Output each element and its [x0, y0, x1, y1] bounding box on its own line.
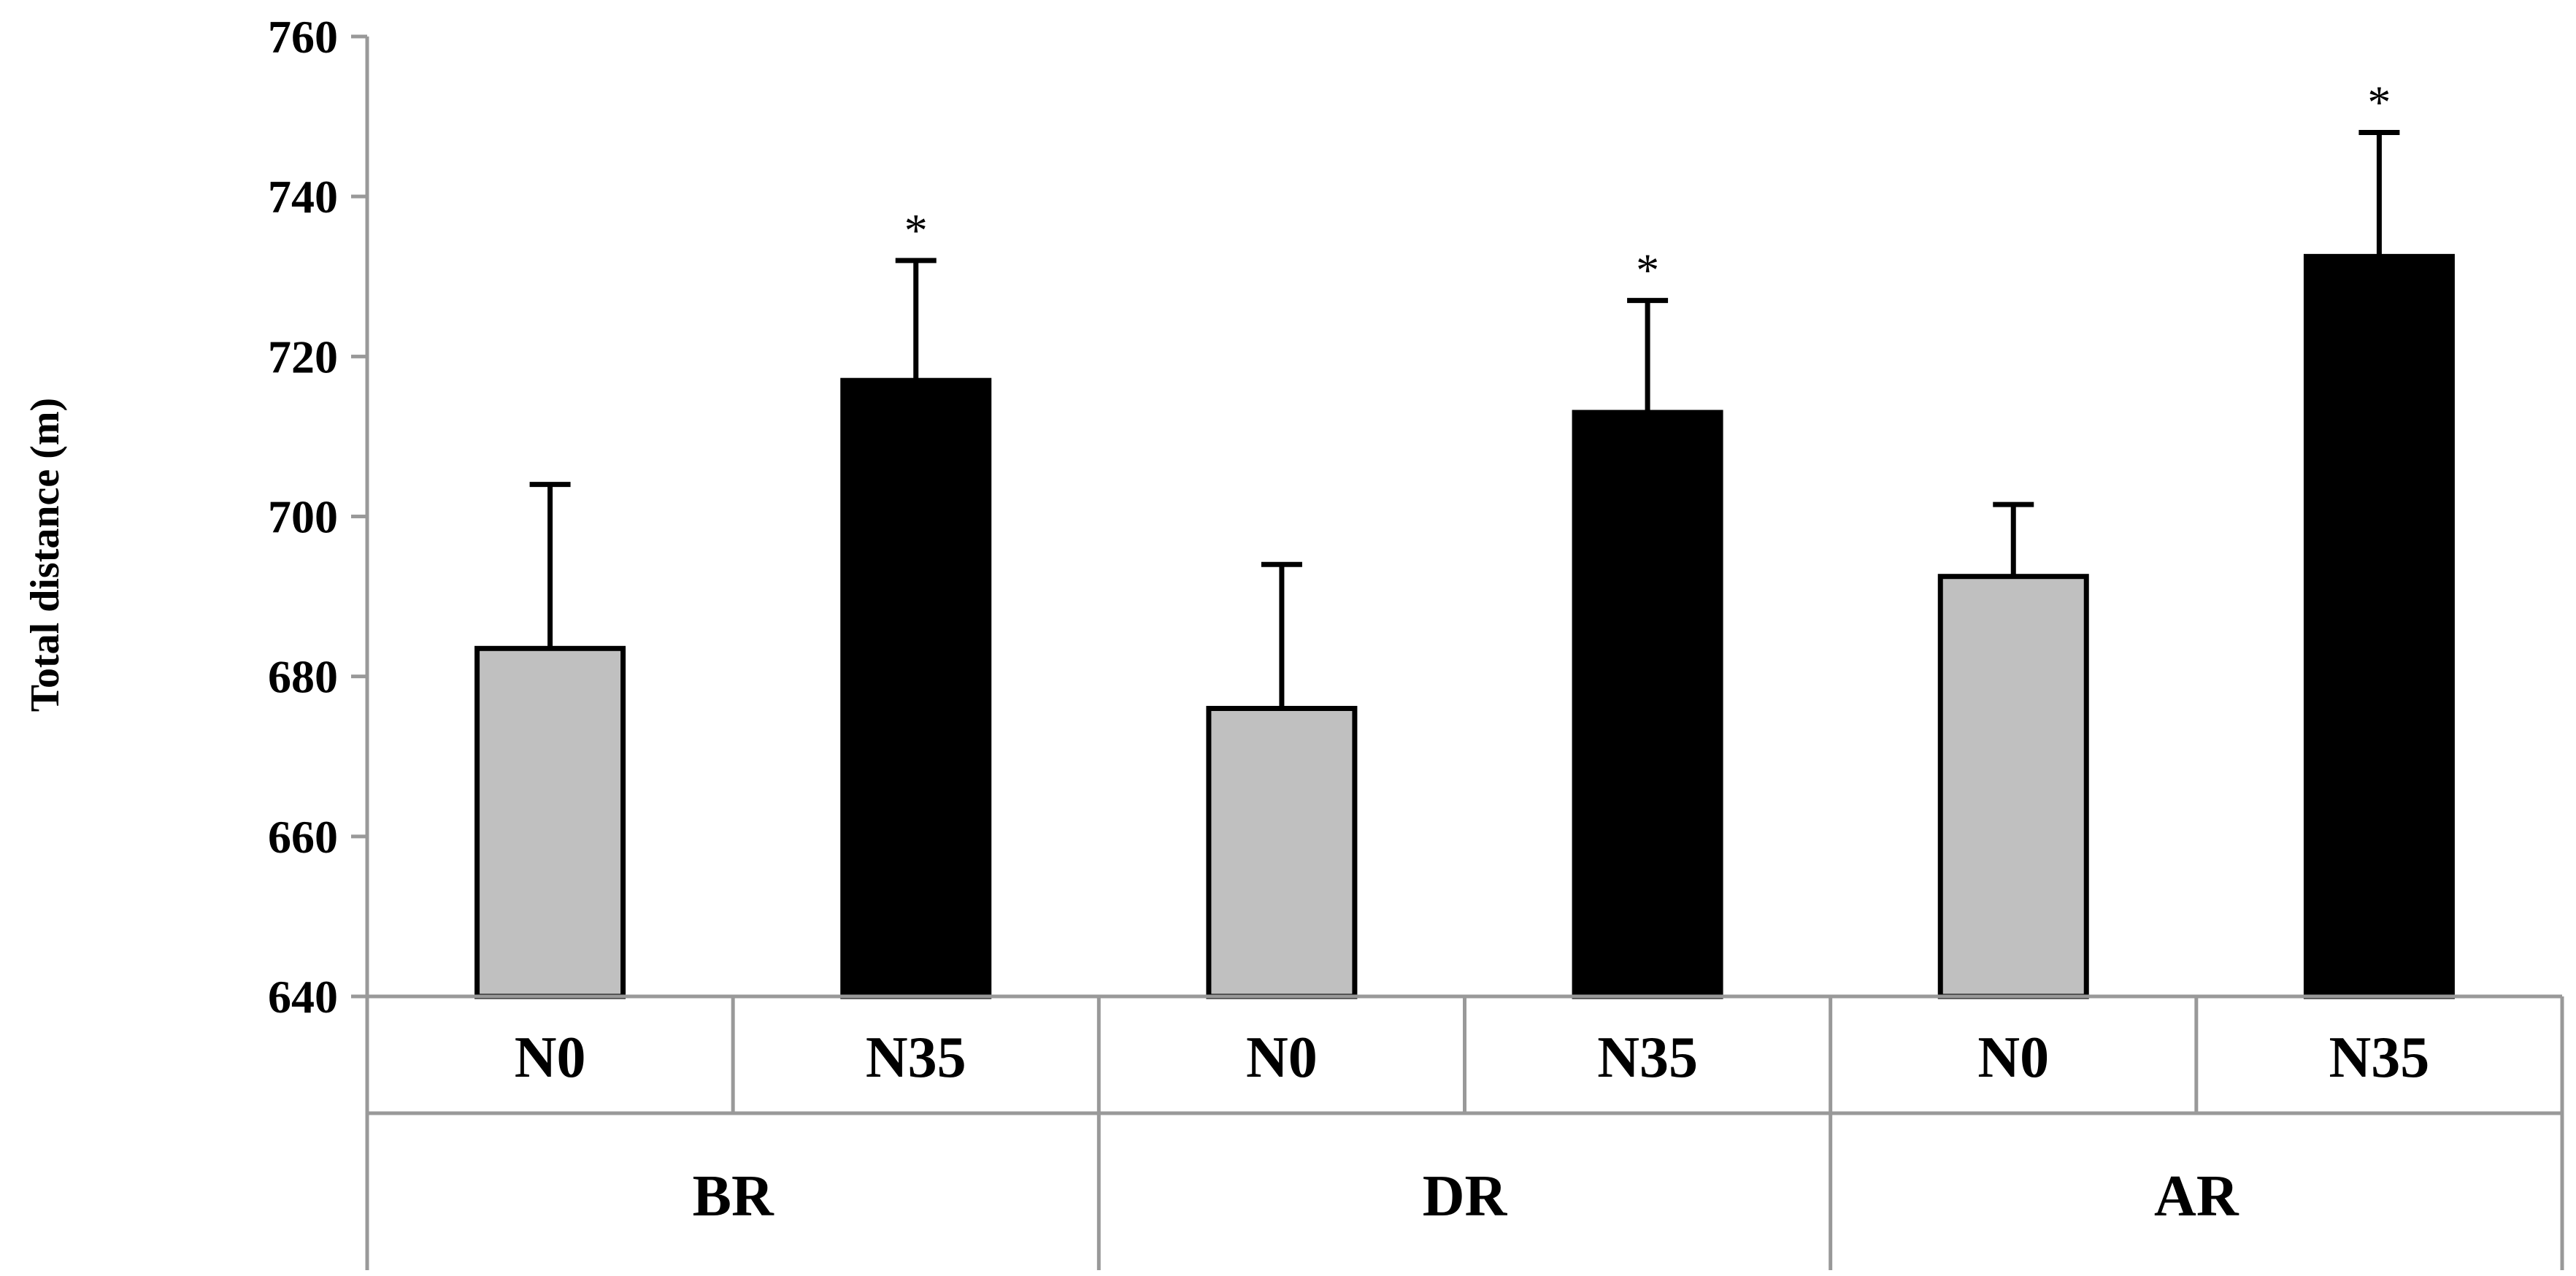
- subcategory-label: N0: [515, 1026, 586, 1090]
- bar: [840, 377, 992, 999]
- y-tick-label: 640: [268, 971, 338, 1023]
- significance-marker: *: [904, 204, 928, 256]
- significance-marker: *: [1636, 245, 1659, 296]
- y-tick-label: 720: [268, 331, 338, 383]
- bar: [1937, 574, 2089, 999]
- x-axis: BR DR AR N0 N35 N0 N35 N0 N35: [365, 994, 2564, 1270]
- subcategory-label: N35: [1597, 1026, 1698, 1090]
- group-label: AR: [2154, 1164, 2239, 1229]
- y-axis: 640 660 680 700 720 740 760: [268, 11, 369, 1270]
- bar: [474, 645, 626, 999]
- y-tick-label: 680: [268, 651, 338, 703]
- subcategory-label: N35: [2329, 1026, 2430, 1090]
- bars: * * *: [474, 77, 2455, 999]
- y-tick-label: 740: [268, 171, 338, 223]
- y-tick-label: 700: [268, 491, 338, 543]
- bar: [2303, 253, 2455, 999]
- y-tick-label: 760: [268, 11, 338, 63]
- significance-marker: *: [2367, 77, 2391, 128]
- bar: [1572, 410, 1723, 999]
- y-tick-label: 660: [268, 811, 338, 863]
- subcategory-label: N0: [1246, 1026, 1318, 1090]
- group-label: BR: [693, 1164, 774, 1229]
- bar: [1206, 706, 1358, 999]
- subcategory-label: N35: [866, 1026, 966, 1090]
- subcategory-label: N0: [1977, 1026, 2049, 1090]
- group-label: DR: [1423, 1164, 1508, 1229]
- y-axis-label: Total distance (m): [23, 398, 68, 712]
